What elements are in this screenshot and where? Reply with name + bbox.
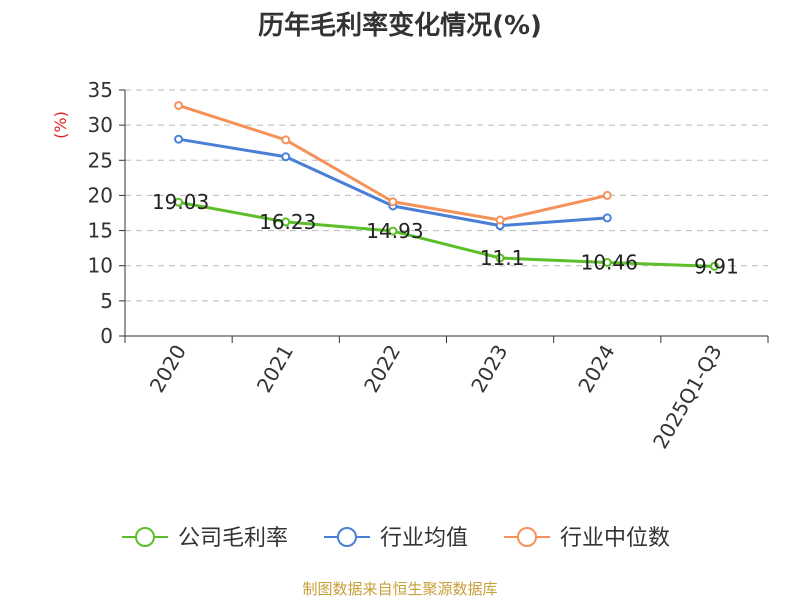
- legend-marker: [517, 527, 537, 547]
- source-note: 制图数据来自恒生聚源数据库: [302, 580, 497, 598]
- data-point: [281, 152, 291, 162]
- data-label: 10.46: [581, 250, 638, 274]
- y-tick-label: 35: [88, 78, 113, 102]
- series-group: [174, 100, 719, 271]
- axes: [119, 89, 769, 343]
- x-tick-label: 2024: [573, 341, 619, 397]
- data-point: [495, 253, 505, 263]
- data-label: 9.91: [694, 254, 739, 278]
- y-tick-label: 20: [88, 183, 113, 207]
- legend-marker: [135, 527, 155, 547]
- data-point: [709, 261, 719, 271]
- y-tick-label: 10: [88, 254, 113, 278]
- data-label: 16.23: [259, 210, 316, 234]
- x-tick-label: 2021: [252, 341, 298, 397]
- x-ticks: 2020 2021 2022 2023 2024 2025Q1-Q3: [145, 341, 727, 453]
- y-tick-label: 0: [100, 324, 113, 348]
- data-point: [388, 226, 398, 236]
- legend-marker: [337, 527, 357, 547]
- y-axis-label: (%): [51, 111, 70, 139]
- series-line: [178, 200, 715, 268]
- y-tick-label: 30: [88, 113, 113, 137]
- x-tick-label: 2025Q1-Q3: [648, 341, 727, 453]
- y-tick-label: 5: [100, 289, 113, 313]
- legend-label: 公司毛利率: [178, 526, 288, 551]
- data-label: 11.1: [480, 246, 525, 270]
- legend-label: 行业均值: [380, 526, 468, 551]
- data-point: [602, 213, 612, 223]
- data-point: [174, 100, 184, 110]
- legend: 公司毛利率 行业均值 行业中位数: [122, 526, 670, 551]
- data-point: [388, 197, 398, 207]
- chart-title: 历年毛利率变化情况(%): [258, 10, 542, 41]
- data-point: [602, 190, 612, 200]
- data-labels: 19.03 16.23 14.93 11.1 10.46 9.91: [152, 190, 739, 278]
- data-label: 19.03: [152, 190, 209, 214]
- data-point: [174, 197, 184, 207]
- y-ticks: 0 5 10 15 20 25 30 35: [88, 78, 113, 348]
- y-tick-label: 25: [88, 148, 113, 172]
- data-point: [602, 257, 612, 267]
- data-point: [174, 134, 184, 144]
- data-point: [281, 217, 291, 227]
- grid-lines: [125, 89, 768, 302]
- data-point: [281, 135, 291, 145]
- y-tick-label: 15: [88, 219, 113, 243]
- x-tick-label: 2023: [466, 341, 512, 397]
- legend-label: 行业中位数: [560, 526, 670, 551]
- x-tick-label: 2022: [359, 341, 405, 397]
- data-point: [495, 215, 505, 225]
- data-label: 14.93: [366, 219, 423, 243]
- x-tick-label: 2020: [145, 341, 191, 397]
